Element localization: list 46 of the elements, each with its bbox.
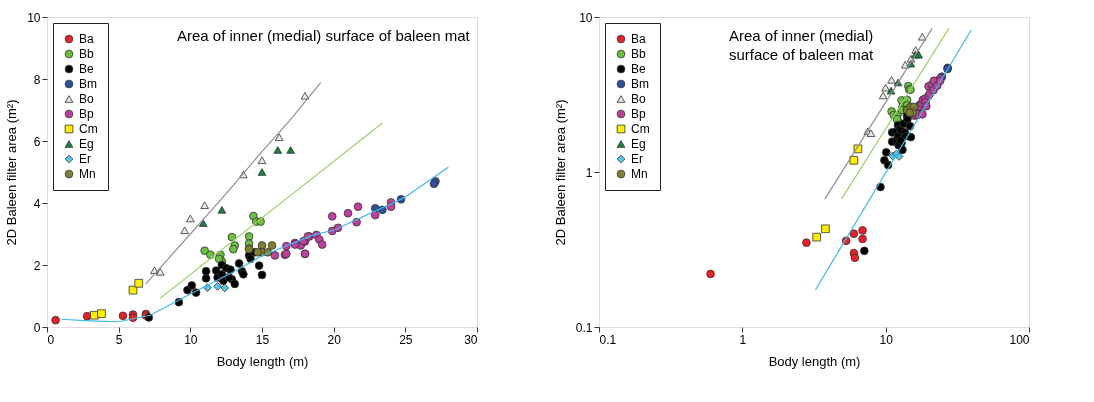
y-axis-title: 2D Baleen filter area (m²) — [4, 99, 20, 246]
x-tick-label: 30 — [464, 332, 478, 347]
legend-label: Cm — [631, 122, 650, 136]
legend-label: Mn — [79, 167, 96, 181]
legend-label: Bb — [79, 47, 94, 61]
legend-label: Mn — [631, 167, 648, 181]
x-tick-label: 5 — [115, 332, 123, 347]
legend-label: Ba — [631, 32, 646, 46]
x-tick-label: 100 — [1009, 332, 1030, 347]
legend-label: Eg — [631, 137, 646, 151]
legend-label: Ba — [79, 32, 94, 46]
legend-label: Bo — [631, 92, 646, 106]
legend-label: Bb — [631, 47, 646, 61]
text: Area of inner (medial) surface of baleen mat — [729, 27, 875, 63]
y-tick-label: 4 — [33, 196, 41, 211]
y-axis-title: 2D Baleen filter area (m²) — [552, 99, 568, 246]
x-tick-label: 20 — [327, 332, 342, 347]
legend-label: Be — [79, 62, 94, 76]
x-axis-title: Body length (m) — [216, 353, 309, 369]
legend-label: Be — [631, 62, 646, 76]
legend-label: Bo — [79, 92, 94, 106]
x-tick-label: 25 — [399, 332, 413, 347]
legend-label: Er — [631, 152, 643, 166]
legend-label: Bp — [631, 107, 646, 121]
y-tick-label: 10 — [27, 10, 41, 25]
legend-label: Cm — [79, 122, 98, 136]
y-tick-label: 0.1 — [575, 320, 593, 335]
y-tick-label: 10 — [579, 10, 593, 25]
y-tick-label: 8 — [33, 72, 41, 87]
text: Area of inner (medial) surface of baleen mat — [177, 27, 471, 44]
x-tick-label: 0 — [47, 332, 55, 347]
legend-label: Eg — [79, 137, 94, 151]
x-tick-label: 0.1 — [599, 332, 617, 347]
legend-label: Bm — [631, 77, 649, 91]
x-tick-label: 1 — [739, 332, 747, 347]
y-tick-label: 0 — [33, 320, 41, 335]
legend-label: Er — [79, 152, 91, 166]
y-tick-label: 6 — [33, 134, 41, 149]
x-tick-label: 10 — [879, 332, 894, 347]
x-tick-label: 15 — [255, 332, 270, 347]
legend-label: Bm — [79, 77, 97, 91]
y-tick-label: 1 — [585, 165, 593, 180]
x-tick-label: 10 — [184, 332, 198, 347]
x-axis-title: Body length (m) — [768, 353, 861, 369]
legend-label: Bp — [79, 107, 94, 121]
y-tick-label: 2 — [33, 258, 41, 273]
